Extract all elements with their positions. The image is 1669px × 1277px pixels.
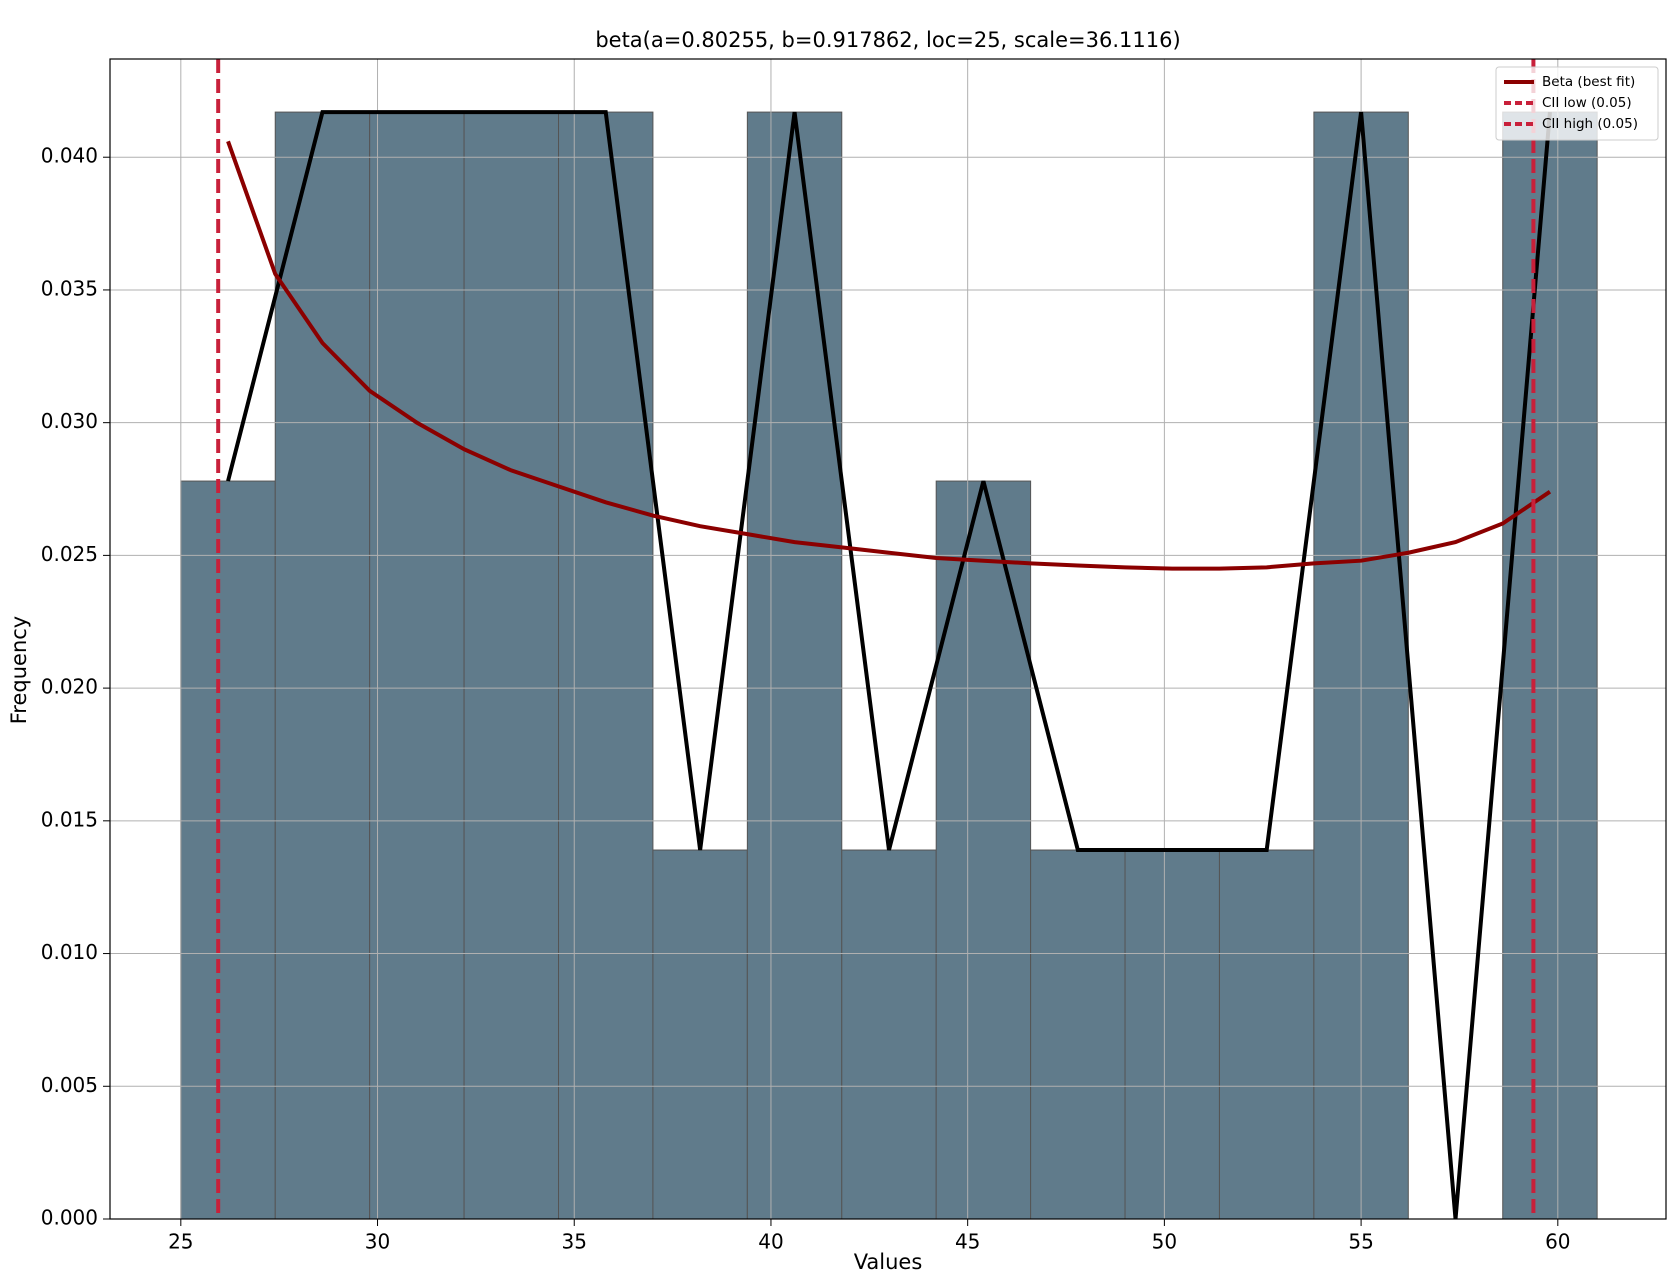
y-tick-label: 0.010 (41, 940, 98, 964)
y-tick-label: 0.040 (41, 144, 98, 168)
bar (652, 849, 748, 1220)
bar (746, 111, 843, 1220)
bar (369, 111, 465, 1220)
y-tick-label: 0.005 (41, 1073, 98, 1097)
plot-frame (109, 58, 1667, 1220)
x-tick-label: 25 (168, 1230, 193, 1254)
x-tick-label: 55 (1348, 1230, 1373, 1254)
legend-label: Beta (best fit) (1542, 74, 1635, 90)
x-tick-label: 40 (758, 1230, 783, 1254)
y-tick-label: 0.035 (41, 276, 98, 300)
frequency-line (226, 110, 1552, 1220)
x-tick-label: 35 (562, 1230, 587, 1254)
bar (180, 480, 276, 1220)
bar (463, 111, 560, 1220)
legend-label: CII high (0.05) (1542, 116, 1638, 132)
chart-title: beta(a=0.80255, b=0.917862, loc=25, scal… (595, 28, 1180, 52)
bar (935, 480, 1032, 1220)
bar (1030, 849, 1126, 1220)
bar (1124, 849, 1220, 1220)
legend-box (1495, 66, 1659, 141)
bar (558, 111, 654, 1220)
x-tick-label: 30 (365, 1230, 390, 1254)
y-tick-label: 0.025 (41, 542, 98, 566)
y-tick-label: 0.000 (41, 1206, 98, 1230)
y-tick-label: 0.015 (41, 807, 98, 831)
bar (1502, 111, 1598, 1220)
bar (274, 111, 371, 1220)
x-tick-label: 50 (1152, 1230, 1177, 1254)
x-tick-label: 60 (1545, 1230, 1570, 1254)
y-tick-label: 0.030 (41, 409, 98, 433)
y-axis-label: Frequency (7, 616, 31, 725)
x-tick-label: 45 (955, 1230, 980, 1254)
fit-line (226, 140, 1552, 571)
bar (841, 849, 937, 1220)
bar (1218, 849, 1315, 1220)
x-axis-label: Values (854, 1250, 923, 1274)
y-tick-label: 0.020 (41, 675, 98, 699)
legend-label: CII low (0.05) (1542, 95, 1632, 111)
